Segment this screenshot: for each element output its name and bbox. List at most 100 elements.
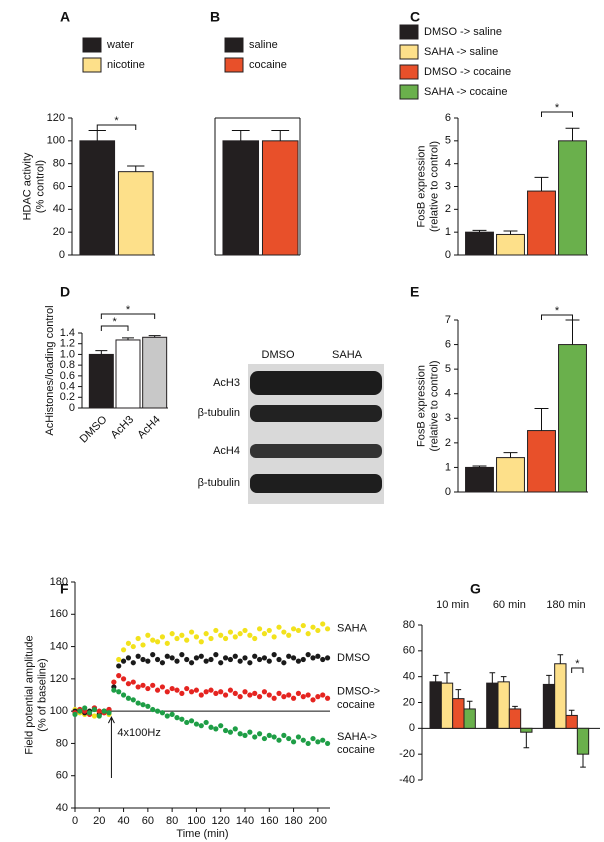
data-point	[72, 711, 78, 717]
data-point	[324, 655, 331, 661]
panel-letter: E	[410, 284, 419, 300]
bar	[520, 727, 533, 733]
data-point	[315, 627, 321, 634]
data-point	[286, 692, 292, 698]
error-bar	[148, 335, 161, 338]
data-point	[184, 656, 190, 663]
data-point	[256, 626, 263, 632]
data-point	[111, 687, 117, 693]
data-point	[179, 690, 185, 696]
data-point	[169, 655, 175, 661]
y-tick-label: 80	[403, 619, 415, 631]
data-point	[261, 631, 268, 637]
data-point	[96, 708, 102, 714]
error-bar	[466, 700, 473, 709]
y-tick-label: 2	[445, 437, 451, 449]
bar	[542, 683, 556, 729]
legend-label: nicotine	[107, 59, 145, 71]
data-point	[218, 632, 224, 638]
legend-label: SAHA -> cocaine	[424, 86, 507, 98]
data-point	[281, 732, 287, 738]
significance-bracket	[100, 313, 156, 319]
data-point	[213, 690, 219, 696]
data-point	[193, 687, 200, 693]
legend-swatch	[399, 84, 419, 100]
y-tick-label: 60	[56, 770, 68, 782]
error-bar	[444, 672, 450, 684]
data-point	[222, 635, 229, 642]
error-bar	[271, 130, 290, 141]
data-point	[218, 660, 224, 666]
significance-bracket	[571, 667, 584, 673]
data-point	[227, 729, 234, 735]
data-point	[120, 658, 127, 664]
bar	[576, 727, 590, 755]
error-bar	[127, 165, 145, 172]
text-line: (relative to control)	[429, 141, 441, 232]
error-bar	[512, 705, 518, 709]
data-point	[305, 740, 311, 747]
data-point	[271, 652, 277, 658]
data-point	[305, 692, 311, 698]
data-point	[184, 637, 190, 643]
data-point	[174, 635, 180, 642]
data-point	[261, 735, 268, 742]
data-point	[227, 687, 234, 693]
bar	[117, 171, 154, 256]
y-tick-label: 1.2	[60, 338, 75, 350]
y-tick-label: 80	[56, 737, 68, 749]
data-point	[198, 692, 204, 698]
legend-swatch	[82, 37, 102, 53]
data-point	[179, 652, 185, 658]
data-point	[320, 621, 326, 627]
data-point	[295, 658, 302, 664]
data-point	[290, 739, 297, 745]
significance-bracket	[541, 111, 573, 117]
data-point	[169, 711, 175, 717]
y-tick-label: 40	[403, 671, 415, 683]
bar	[440, 682, 454, 729]
y-axis-label: Field potential amplitude(% of baseline)	[23, 635, 48, 754]
data-point	[198, 723, 204, 729]
data-point	[174, 715, 180, 721]
y-tick-label: 100	[47, 135, 65, 147]
significance-label: *	[575, 658, 580, 670]
x-tick-label: DMSO	[78, 413, 110, 445]
y-tick-label: 60	[53, 180, 65, 192]
data-point	[145, 703, 151, 709]
data-point	[324, 740, 331, 747]
data-point	[315, 739, 321, 745]
x-tick-label: 160	[260, 815, 278, 827]
data-point	[145, 685, 151, 692]
data-point	[281, 694, 287, 700]
data-point	[203, 631, 209, 637]
text-line: HDAC activity	[21, 152, 33, 220]
text-line: DMSO->	[337, 686, 380, 698]
significance-bracket	[96, 124, 137, 130]
data-point	[130, 643, 136, 650]
data-point	[193, 655, 200, 661]
bar	[554, 663, 567, 729]
y-tick-label: 7	[445, 314, 451, 326]
data-point	[305, 652, 311, 658]
bar	[79, 140, 116, 256]
data-point	[125, 640, 132, 646]
text-line: SAHA->	[337, 731, 377, 743]
error-bar	[500, 676, 507, 682]
text-line: cocaine	[337, 699, 375, 711]
y-tick-label: 5	[445, 363, 451, 375]
legend-swatch	[224, 57, 244, 73]
bar	[429, 681, 442, 729]
data-point	[203, 719, 209, 726]
data-point	[213, 652, 219, 658]
data-point	[281, 629, 287, 635]
error-bar	[432, 674, 439, 682]
data-point	[315, 653, 321, 659]
y-tick-label: 3	[445, 180, 451, 192]
legend-label: saline	[249, 39, 278, 51]
data-point	[120, 676, 127, 682]
bar	[465, 231, 494, 256]
data-point	[324, 695, 331, 701]
error-bar	[455, 689, 462, 699]
y-tick-label: 20	[403, 696, 415, 708]
